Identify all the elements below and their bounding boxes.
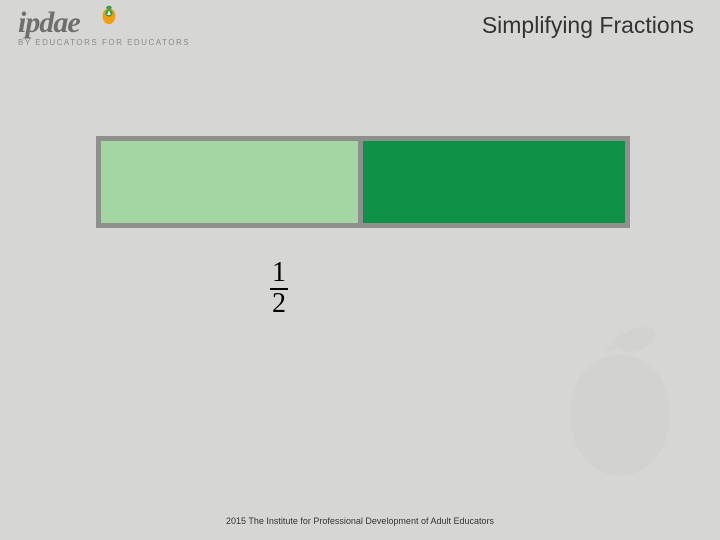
footer-text: 2015 The Institute for Professional Deve… [0, 516, 720, 526]
apple-icon [98, 3, 120, 25]
logo: ipdae BY EDUCATORS FOR EDUCATORS [18, 6, 190, 47]
fraction-bar-cell [363, 141, 625, 223]
watermark-apple-icon [550, 320, 690, 480]
fraction-label: 1 2 [270, 258, 288, 319]
slide: ipdae BY EDUCATORS FOR EDUCATORS Simplif… [0, 0, 720, 540]
fraction-denominator: 2 [270, 289, 288, 318]
page-title: Simplifying Fractions [482, 12, 694, 39]
fraction-numerator: 1 [270, 258, 288, 287]
fraction-bar-cell [101, 141, 363, 223]
logo-tagline: BY EDUCATORS FOR EDUCATORS [18, 38, 190, 47]
fraction-bar [96, 136, 630, 228]
